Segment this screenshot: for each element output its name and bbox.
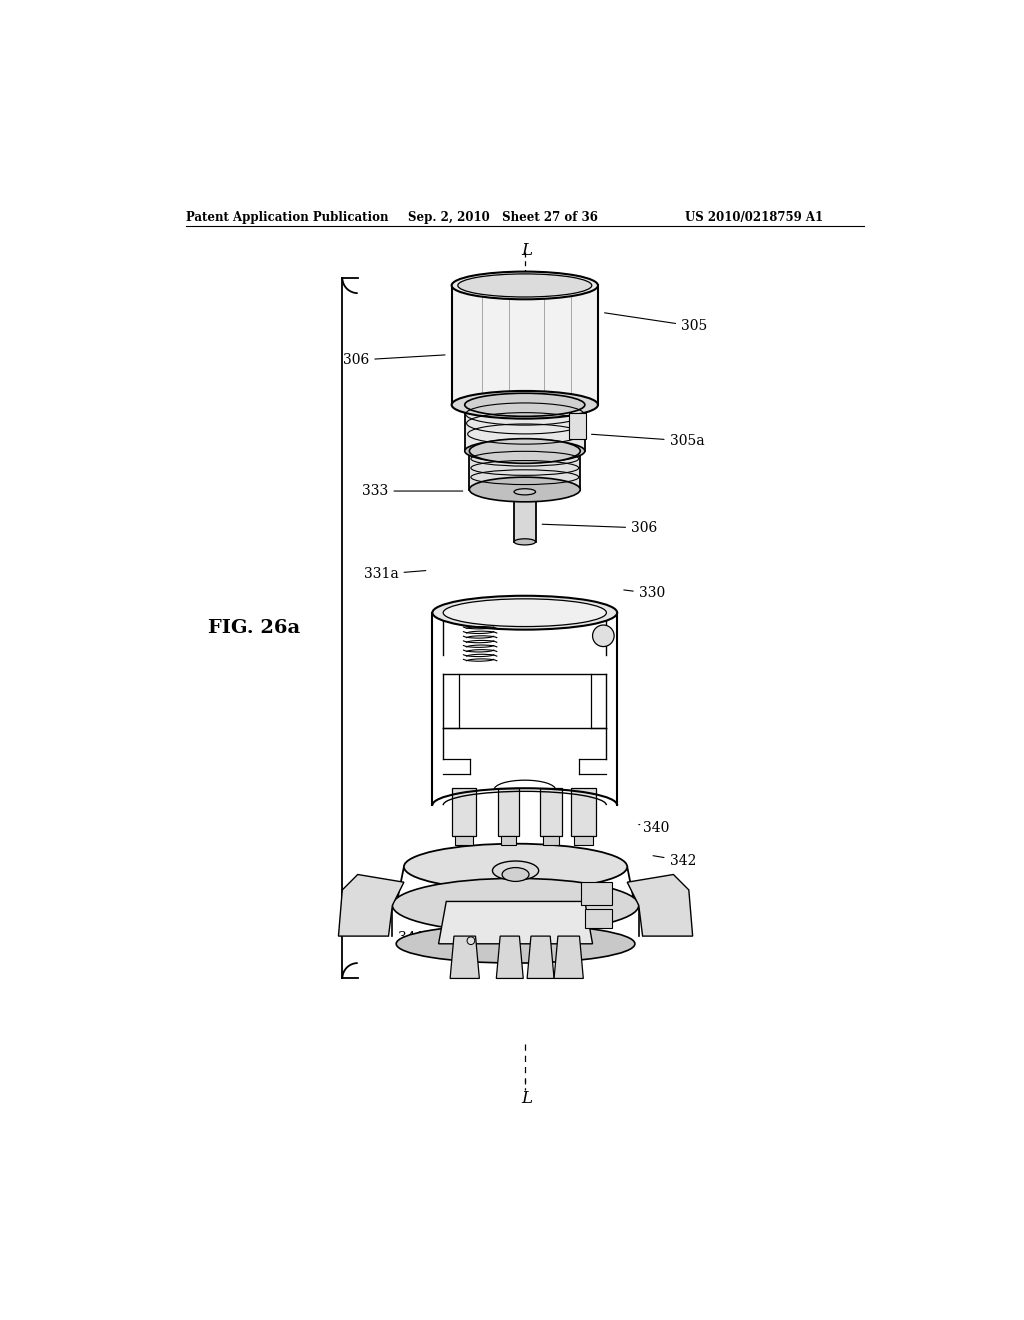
Polygon shape [452,788,476,836]
Ellipse shape [443,599,606,627]
Ellipse shape [514,539,536,545]
Ellipse shape [452,272,598,300]
Text: 340: 340 [639,821,669,836]
Circle shape [467,937,475,945]
Polygon shape [571,788,596,836]
Ellipse shape [432,595,617,630]
Polygon shape [541,788,562,836]
Bar [585,909,611,928]
Polygon shape [497,936,523,978]
Ellipse shape [514,488,536,495]
Bar [569,412,587,440]
Circle shape [593,626,614,647]
Ellipse shape [493,861,539,880]
Polygon shape [544,836,559,845]
Polygon shape [469,451,581,490]
Text: 330: 330 [624,586,665,601]
Text: 305a: 305a [592,434,705,447]
Text: Patent Application Publication: Patent Application Publication [186,211,388,224]
Polygon shape [574,836,593,845]
Polygon shape [452,285,598,405]
Text: 341a: 341a [397,931,443,945]
Ellipse shape [396,924,635,964]
Text: 305: 305 [604,313,708,333]
Polygon shape [455,836,473,845]
Text: L: L [521,1090,531,1107]
Ellipse shape [392,878,639,932]
Text: 342: 342 [653,854,696,867]
Polygon shape [465,405,585,451]
Polygon shape [554,936,584,978]
Text: 306: 306 [542,521,657,535]
Text: L: L [521,242,531,259]
Polygon shape [514,492,536,543]
Polygon shape [628,874,692,936]
Ellipse shape [403,843,628,890]
Polygon shape [438,902,593,944]
Ellipse shape [502,867,529,882]
Text: US 2010/0218759 A1: US 2010/0218759 A1 [685,211,823,224]
Polygon shape [501,836,516,845]
Ellipse shape [465,440,585,462]
Ellipse shape [452,391,598,418]
Polygon shape [527,936,554,978]
Ellipse shape [469,438,581,463]
Text: 333: 333 [362,484,463,498]
Polygon shape [451,936,479,978]
Polygon shape [339,874,403,936]
Polygon shape [498,788,519,836]
Ellipse shape [469,477,581,502]
Text: 306: 306 [343,354,445,367]
Ellipse shape [458,275,592,297]
Ellipse shape [465,393,585,416]
Text: Sep. 2, 2010   Sheet 27 of 36: Sep. 2, 2010 Sheet 27 of 36 [408,211,598,224]
Bar [581,882,611,906]
Text: FIG. 26a: FIG. 26a [208,619,300,638]
Text: 331a: 331a [364,568,426,581]
